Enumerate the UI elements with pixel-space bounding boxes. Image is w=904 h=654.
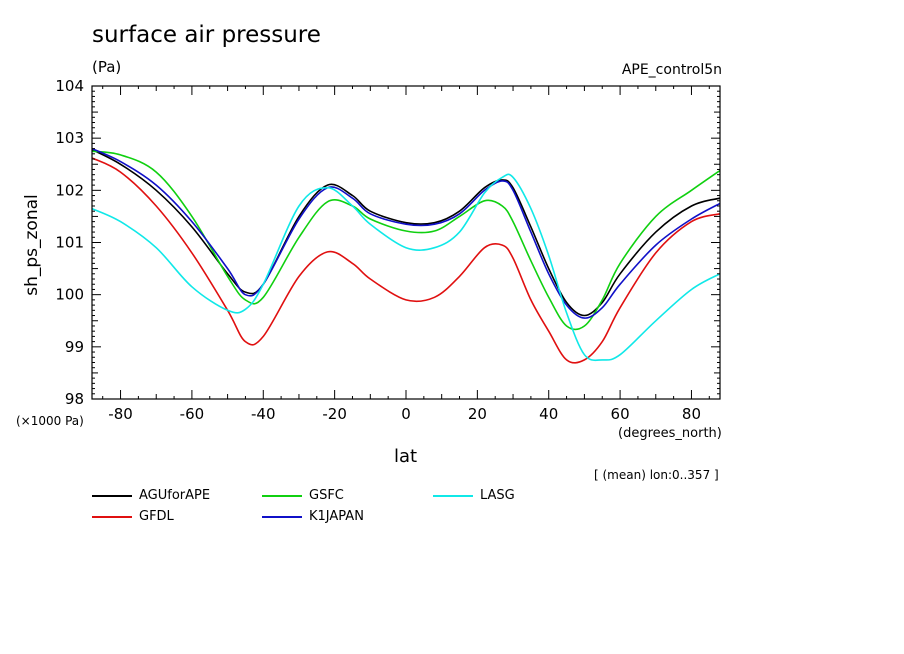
y-tick-label: 98 [65, 390, 84, 408]
legend-label: AGUforAPE [139, 488, 211, 503]
legend-swatch [433, 495, 473, 497]
x-tick-label: -20 [322, 405, 347, 423]
series-line-gsfc [91, 150, 721, 331]
x-tick-label: 40 [539, 405, 558, 423]
x-axis-label: lat [394, 446, 418, 467]
tick-layer: -80 -60 -40 -20 0 20 40 60 80 98 99 100 101 102 103 104 [55, 77, 720, 423]
x-tick-label: -60 [180, 405, 205, 423]
x-tick-label: 60 [611, 405, 630, 423]
x-tick-label: 0 [401, 405, 411, 423]
legend-label: LASG [480, 488, 515, 503]
y-scale-label: (×1000 Pa) [16, 414, 84, 428]
legend-swatch [92, 516, 132, 518]
series-line-aguforape [91, 148, 721, 317]
series-line-lasg [91, 173, 721, 362]
y-tick-label: 101 [55, 234, 84, 252]
dataset-label: APE_control5n [621, 62, 722, 78]
chart-title: surface air pressure [92, 22, 321, 48]
y-tick-label: 104 [55, 77, 84, 95]
x-tick-label: -80 [108, 405, 133, 423]
x-tick-label: 20 [468, 405, 487, 423]
y-tick-label: 100 [55, 286, 84, 304]
legend-label: GFDL [139, 509, 174, 524]
series-layer [91, 147, 721, 364]
x-tick-label: 80 [682, 405, 701, 423]
series-line-gfdl [91, 157, 721, 364]
x-tick-label: -40 [251, 405, 276, 423]
legend-label: K1JAPAN [309, 509, 364, 524]
legend-swatch [92, 495, 132, 497]
series-line-k1japan [91, 147, 721, 319]
legend-swatch [262, 495, 302, 497]
legend-swatch [262, 516, 302, 518]
plot-frame [91, 85, 721, 400]
units-label: (Pa) [92, 58, 122, 76]
x-units-label: (degrees_north) [618, 426, 722, 441]
y-tick-label: 99 [65, 338, 84, 356]
legend-label: GSFC [309, 488, 344, 503]
y-tick-label: 102 [55, 181, 84, 199]
y-tick-label: 103 [55, 129, 84, 147]
annotation-label: [ (mean) lon:0..357 ] [594, 468, 719, 482]
